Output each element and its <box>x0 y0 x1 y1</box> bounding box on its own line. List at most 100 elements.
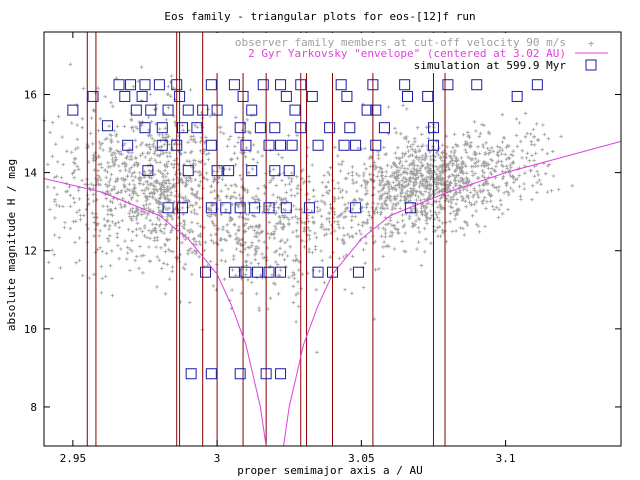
simulation-box <box>361 104 373 116</box>
simulation-box <box>153 79 165 91</box>
simulation-box <box>162 104 174 116</box>
simulation-box <box>211 165 223 177</box>
simulation-box <box>162 202 174 214</box>
simulation-box <box>185 368 197 380</box>
x-tick-label: 2.95 <box>60 452 87 465</box>
simulation-box <box>257 79 269 91</box>
x-tick-label: 3.05 <box>348 452 375 465</box>
simulation-box <box>205 368 217 380</box>
simulation-box <box>228 266 240 278</box>
simulation-box <box>427 122 439 134</box>
legend-background <box>212 33 617 73</box>
simulation-box <box>269 165 281 177</box>
simulation-box <box>275 79 287 91</box>
chart-title: Eos family - triangular plots for eos-[1… <box>164 10 475 23</box>
simulation-box <box>289 104 301 116</box>
simulation-box <box>205 139 217 151</box>
simulation-box <box>200 266 212 278</box>
simulation-box <box>303 202 315 214</box>
simulation-box <box>171 139 183 151</box>
simulation-box <box>280 90 292 102</box>
simulation-box <box>341 90 353 102</box>
simulation-box <box>211 104 223 116</box>
simulation-box <box>263 266 275 278</box>
simulation-box <box>234 368 246 380</box>
simulation-box <box>223 165 235 177</box>
simulation-box <box>338 139 350 151</box>
simulation-box <box>246 104 258 116</box>
simulation-box <box>263 202 275 214</box>
simulation-box <box>142 165 154 177</box>
simulation-box <box>130 104 142 116</box>
simulation-box <box>197 104 209 116</box>
simulation-box <box>191 122 203 134</box>
simulation-box <box>228 79 240 91</box>
simulation-box <box>402 90 414 102</box>
simulation-box <box>246 165 258 177</box>
simulation-box <box>531 79 543 91</box>
simulation-box <box>87 90 99 102</box>
simulation-box <box>176 122 188 134</box>
legend-label-observed: observer family members at cut-off veloc… <box>235 36 566 49</box>
simulation-box <box>237 90 249 102</box>
simulation-box <box>327 266 338 278</box>
simulation-box <box>306 90 318 102</box>
simulation-box <box>171 79 183 91</box>
x-axis-label: proper semimajor axis a / AU <box>237 464 422 477</box>
simulation-box <box>352 266 364 278</box>
simulation-box <box>254 122 266 134</box>
simulation-box <box>67 104 79 116</box>
simulation-box <box>263 139 275 151</box>
resonance-lines-layer <box>86 32 446 446</box>
simulation-box <box>442 79 454 91</box>
simulation-box <box>205 202 217 214</box>
simulation-box <box>404 202 416 214</box>
legend: observer family members at cut-off veloc… <box>212 33 617 73</box>
simulation-box <box>234 122 246 134</box>
simulation-box <box>275 266 287 278</box>
plot-frame <box>43 31 622 447</box>
simulation-box <box>174 90 186 102</box>
envelope-curve-right <box>283 140 622 447</box>
simulation-box <box>113 79 125 91</box>
simulation-box <box>176 202 188 214</box>
simulation-box <box>471 79 483 91</box>
y-tick-label: 16 <box>24 88 37 101</box>
simulation-box <box>275 368 287 380</box>
simulation-box <box>295 122 307 134</box>
simulation-box <box>378 122 390 134</box>
simulation-box <box>399 79 411 91</box>
simulation-box <box>370 104 382 116</box>
simulation-box <box>269 122 281 134</box>
simulation-box <box>122 139 134 151</box>
simulation-box <box>260 368 272 380</box>
legend-label-envelope: 2 Gyr Yarkovsky "envelope" (centered at … <box>248 47 566 60</box>
y-tick-label: 8 <box>30 401 37 414</box>
y-tick-label: 10 <box>24 323 37 336</box>
simulation-box <box>139 79 151 91</box>
simulation-box <box>240 139 252 151</box>
simulation-box <box>182 104 194 116</box>
simulation-box <box>280 202 292 214</box>
simulation-box <box>350 202 362 214</box>
simulation-box <box>145 104 157 116</box>
axis-ticks-layer: 2.95 3 3.05 3.1 8 10 12 14 16 <box>24 32 621 465</box>
y-tick-label: 12 <box>24 245 37 258</box>
simulation-box <box>312 139 324 151</box>
simulation-box <box>136 90 148 102</box>
simulation-box <box>139 122 151 134</box>
x-tick-label: 3.1 <box>496 452 516 465</box>
y-tick-label: 14 <box>24 167 38 180</box>
simulation-box <box>251 266 263 278</box>
simulation-box <box>511 90 523 102</box>
x-tick-label: 3 <box>214 452 221 465</box>
simulation-box <box>205 79 217 91</box>
simulation-box <box>125 79 137 91</box>
simulation-box <box>367 79 379 91</box>
simulation-box <box>234 202 246 214</box>
envelope-curve-left <box>43 178 267 447</box>
simulation-box <box>427 139 439 151</box>
simulation-box <box>350 139 362 151</box>
legend-symbol-observed: + <box>588 37 595 50</box>
